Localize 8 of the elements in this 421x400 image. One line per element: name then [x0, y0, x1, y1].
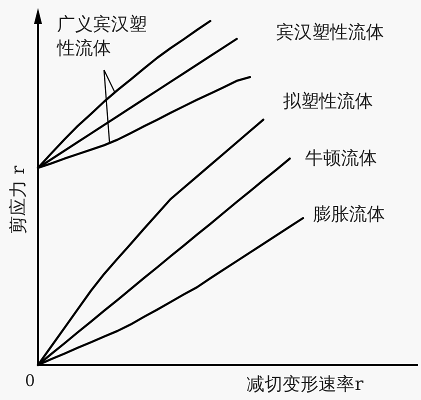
text: 0 [24, 371, 36, 390]
series-label: 拟塑性流体 [283, 91, 373, 112]
series-label: 牛顿流体 [305, 148, 377, 169]
legend-label: 广义宾汉塑性流体 [56, 14, 147, 59]
text: 宾汉塑性流体 [276, 22, 384, 43]
series-label: 膨胀流体 [313, 204, 385, 225]
x-axis-title: 减切变形速率r [246, 374, 364, 395]
y-axis-title: 剪应力 r [8, 165, 29, 234]
